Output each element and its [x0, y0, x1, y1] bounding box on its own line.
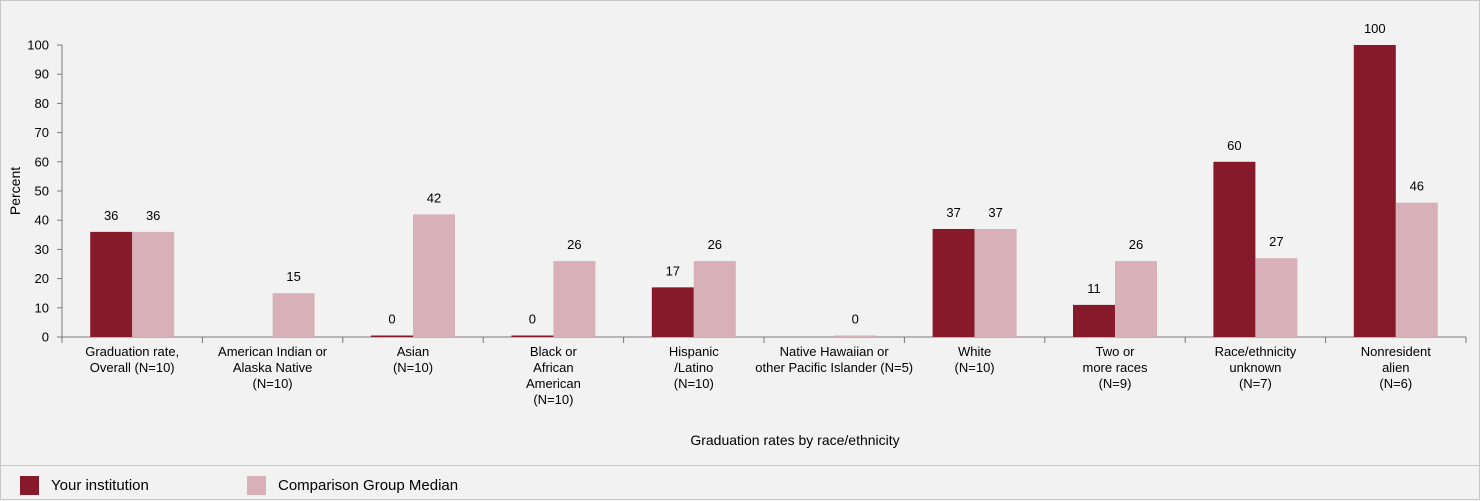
bar-comparison-median	[1395, 202, 1438, 337]
y-tick-label: 20	[35, 271, 49, 286]
bar-your-institution	[651, 287, 694, 337]
x-category-label-line: American	[526, 376, 581, 391]
x-category-label-line: African	[533, 360, 573, 375]
bar-comparison-median	[693, 261, 736, 337]
bar-comparison-median	[834, 335, 877, 337]
bar-comparison-median	[413, 214, 455, 337]
x-category-label-line: (N=10)	[533, 392, 573, 407]
data-label-your-institution: 17	[666, 263, 680, 278]
data-label-comparison-median: 46	[1410, 179, 1424, 194]
data-label-comparison-median: 15	[286, 269, 300, 284]
x-category-label-line: more races	[1082, 360, 1148, 375]
y-tick-label: 30	[35, 242, 49, 257]
bar-your-institution	[511, 335, 554, 337]
legend-swatch-your-institution	[20, 476, 39, 495]
x-category-label-line: /Latino	[674, 360, 713, 375]
x-category-label-line: Black or	[530, 344, 578, 359]
x-category-label-line: Nonresident	[1361, 344, 1431, 359]
x-category-label-line: (N=10)	[674, 376, 714, 391]
x-category-label-line: Alaska Native	[233, 360, 312, 375]
y-tick-label: 10	[35, 300, 49, 315]
x-category-label-line: Hispanic	[669, 344, 719, 359]
data-label-your-institution: 36	[104, 208, 118, 223]
x-category-label-line: Native Hawaiian or	[780, 344, 890, 359]
y-tick-label: 100	[27, 38, 49, 53]
x-category-label: Black or African American (N=10)	[526, 344, 581, 407]
legend: Your institution Comparison Group Median	[0, 465, 1480, 501]
x-category-label: American Indian or Alaska Native (N=10)	[218, 344, 328, 391]
y-tick-label: 90	[35, 67, 49, 82]
x-category-label: Graduation rate, Overall (N=10)	[85, 344, 179, 375]
bar-your-institution	[1073, 304, 1115, 337]
x-category-label-line: (N=10)	[393, 360, 433, 375]
bar-comparison-median	[974, 228, 1017, 337]
x-category-label: White (N=10)	[955, 344, 995, 375]
y-tick-label: 80	[35, 96, 49, 111]
bar-chart: 0 10 20 30 40 50 60 70 80 90 100 Percent Graduation …	[7, 21, 1467, 448]
x-category-label: Asian (N=10)	[393, 344, 433, 375]
data-label-comparison-median: 26	[567, 237, 581, 252]
x-category-label-line: (N=10)	[955, 360, 995, 375]
x-category-label-line: Race/ethnicity	[1215, 344, 1297, 359]
data-label-your-institution: 100	[1364, 21, 1386, 36]
x-axis-title: Graduation rates by race/ethnicity	[690, 432, 899, 448]
y-tick-label: 40	[35, 213, 49, 228]
bar-comparison-median	[132, 231, 175, 337]
bar-your-institution	[932, 228, 975, 337]
bar-comparison-median	[1115, 261, 1157, 337]
legend-label-comparison-median: Comparison Group Median	[278, 477, 459, 494]
x-category-label-line: alien	[1382, 360, 1409, 375]
y-tick-label: 70	[35, 125, 49, 140]
bar-your-institution	[1213, 161, 1256, 337]
legend-swatch-comparison-median	[247, 476, 266, 495]
data-label-comparison-median: 0	[852, 312, 859, 327]
x-category-label: Race/ethnicity unknown (N=7)	[1215, 344, 1297, 391]
data-label-comparison-median: 36	[146, 208, 160, 223]
data-label-comparison-median: 37	[988, 205, 1002, 220]
data-label-comparison-median: 26	[708, 237, 722, 252]
legend-item-your-institution: Your institution	[20, 476, 149, 495]
x-category-label-line: (N=6)	[1379, 376, 1412, 391]
x-category-label-line: Graduation rate,	[85, 344, 179, 359]
bar-comparison-median	[553, 261, 596, 337]
x-category-label-line: White	[958, 344, 991, 359]
data-label-your-institution: 11	[1087, 281, 1101, 296]
x-category-label-line: (N=7)	[1239, 376, 1272, 391]
bar-comparison-median	[1255, 258, 1298, 337]
x-category-label: Two or more races (N=9)	[1082, 344, 1148, 391]
data-label-comparison-median: 42	[427, 190, 441, 205]
data-label-your-institution: 0	[388, 312, 395, 327]
data-label-your-institution: 37	[946, 205, 960, 220]
bar-your-institution	[90, 231, 133, 337]
legend-item-comparison-median: Comparison Group Median	[247, 476, 458, 495]
x-category-label: Nonresident alien (N=6)	[1361, 344, 1431, 391]
data-label-comparison-median: 26	[1129, 237, 1143, 252]
x-category-label-line: (N=10)	[253, 376, 293, 391]
x-category-label-line: Asian	[397, 344, 430, 359]
y-tick-label: 60	[35, 154, 49, 169]
x-category-label: Hispanic/Latino (N=10)	[669, 344, 719, 391]
x-category-label-line: Overall (N=10)	[90, 360, 175, 375]
legend-label-your-institution: Your institution	[51, 477, 149, 494]
bar-your-institution	[1353, 45, 1396, 337]
y-tick-label: 50	[35, 184, 49, 199]
data-label-your-institution: 0	[529, 312, 536, 327]
x-category-label-line: American Indian or	[218, 344, 328, 359]
bar-your-institution	[371, 335, 413, 337]
x-category-label-line: (N=9)	[1099, 376, 1132, 391]
x-category-label-line: other Pacific Islander (N=5)	[755, 360, 913, 375]
y-tick-label: 0	[42, 330, 49, 345]
y-axis-title: Percent	[7, 167, 23, 215]
x-category-label-line: Two or	[1095, 344, 1135, 359]
bar-comparison-median	[272, 293, 315, 337]
data-label-your-institution: 60	[1227, 138, 1241, 153]
x-category-label: Native Hawaiian or other Pacific Islander…	[755, 344, 913, 375]
data-label-comparison-median: 27	[1269, 234, 1283, 249]
x-category-label-line: unknown	[1229, 360, 1281, 375]
